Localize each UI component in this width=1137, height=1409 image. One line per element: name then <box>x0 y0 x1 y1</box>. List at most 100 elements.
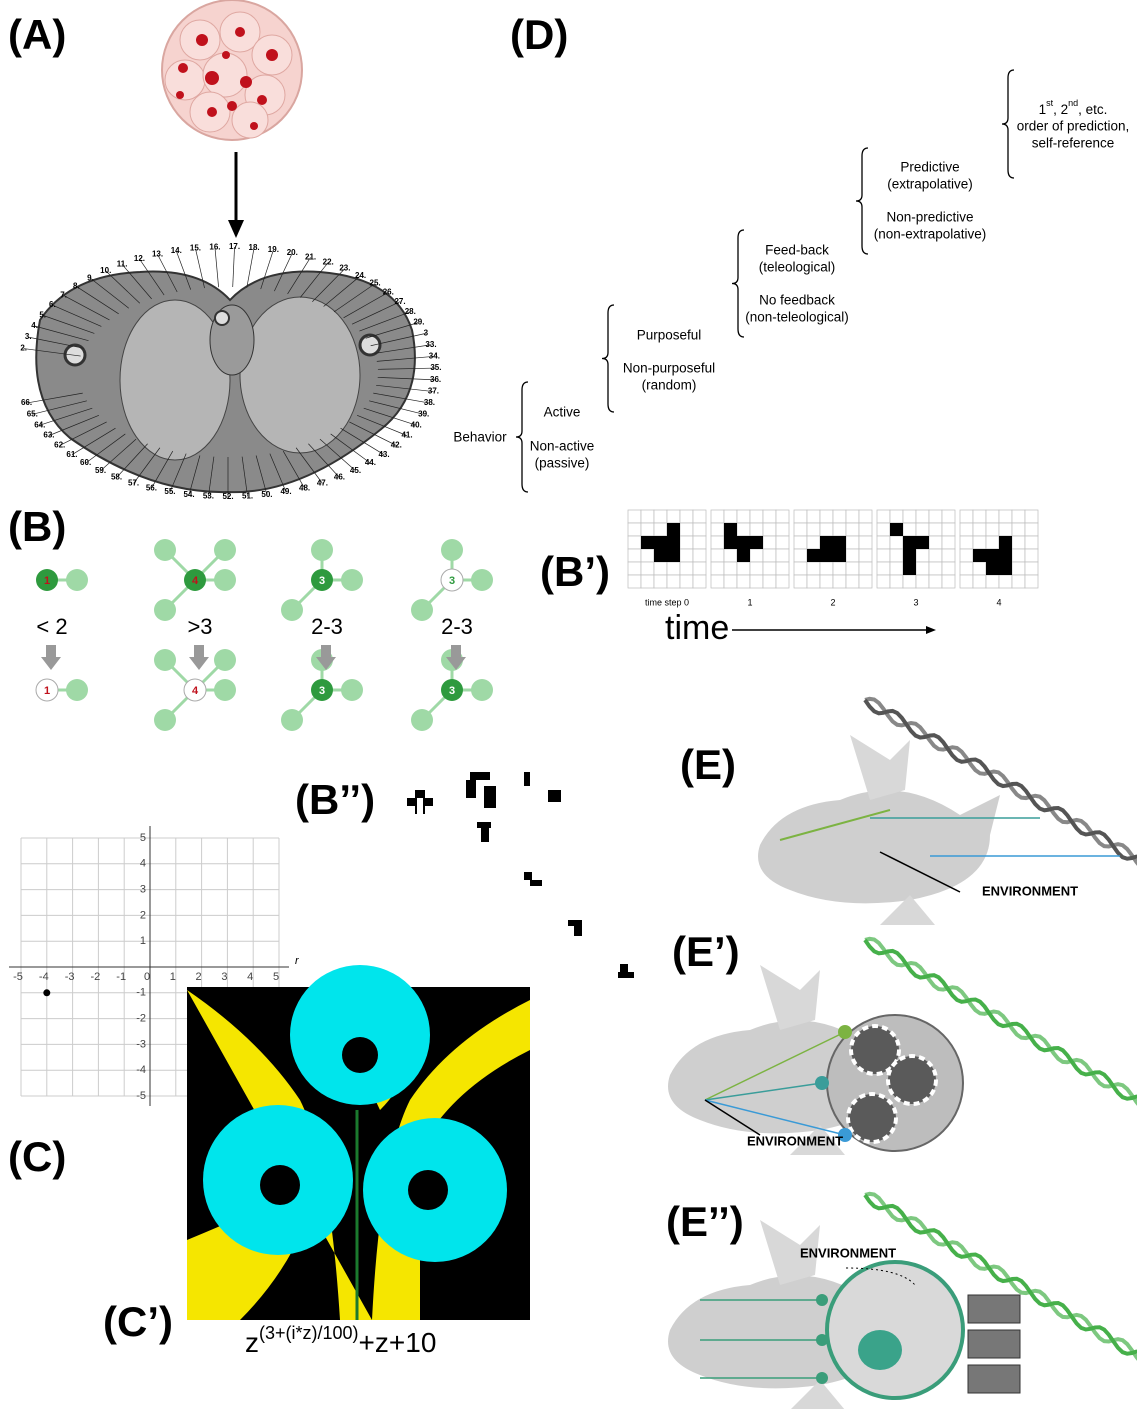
panel-label: (E) <box>680 741 736 788</box>
grid-cell <box>833 575 846 588</box>
axis-label: r <box>295 955 300 967</box>
lung <box>240 297 360 453</box>
grid-cell <box>916 575 929 588</box>
panel-label: (C’) <box>103 1298 173 1345</box>
grid-cell <box>794 523 807 536</box>
grid-cell <box>763 562 776 575</box>
grid-cell <box>763 536 776 549</box>
anatomy-label: 45. <box>350 466 361 475</box>
grid-cell <box>986 523 999 536</box>
cell-node <box>214 649 236 671</box>
anatomy-label: 27. <box>394 297 405 306</box>
grid-cell <box>641 562 654 575</box>
grid-cell <box>986 510 999 523</box>
anatomy-label: 60. <box>80 458 91 467</box>
figure: 2.3.4.5.6.7.8.9.10.11.12.13.14.15.16.17.… <box>0 0 1137 1409</box>
grid-cell <box>1012 549 1025 562</box>
anatomy-label: 6. <box>49 300 56 309</box>
y-tick-label: 2 <box>140 909 146 921</box>
grid-cell <box>794 562 807 575</box>
live-cell <box>973 549 986 562</box>
grid-cell <box>724 575 737 588</box>
server <box>968 1295 1020 1323</box>
anatomy-label: 18. <box>249 243 260 252</box>
environment-label: ENVIRONMENT <box>800 1245 896 1260</box>
anatomy-label: 4. <box>31 321 38 330</box>
live-cell <box>667 523 680 536</box>
anatomy-label: 44. <box>365 458 376 467</box>
grid-cell <box>846 510 859 523</box>
anatomy-label: 26. <box>383 287 394 296</box>
x-tick-label: 5 <box>273 971 279 983</box>
grid-cell <box>667 510 680 523</box>
x-tick-label: -1 <box>116 971 126 983</box>
tree-root: Behavior <box>453 430 507 445</box>
anatomy-label: 25. <box>370 279 381 288</box>
creature <box>858 1330 902 1370</box>
grid-cell <box>877 523 890 536</box>
anatomy-label: 21. <box>305 252 316 261</box>
leader-line <box>233 247 235 287</box>
cell-node <box>441 539 463 561</box>
frog-leg <box>760 965 820 1030</box>
cell-node <box>66 569 88 591</box>
bone <box>360 335 380 355</box>
cell-node <box>214 679 236 701</box>
grid-cell <box>776 510 789 523</box>
grid-cell <box>693 562 706 575</box>
cell-node <box>214 539 236 561</box>
live-cell <box>654 536 667 549</box>
live-cell <box>903 562 916 575</box>
live-cell <box>903 536 916 549</box>
grid-cell <box>654 562 667 575</box>
order-part: nd <box>1068 98 1078 108</box>
grid-cell <box>711 523 724 536</box>
grid-cell <box>960 575 973 588</box>
grid-cell <box>641 575 654 588</box>
arrow-head <box>228 220 244 238</box>
panel-label: (A) <box>8 11 66 58</box>
live-cell <box>999 536 1012 549</box>
grid-cell <box>942 575 955 588</box>
anatomy-label: 48. <box>299 483 310 492</box>
fractal <box>187 965 530 1320</box>
grid-cell <box>776 523 789 536</box>
anatomy-label: 64. <box>34 420 45 429</box>
anatomy-label: 47. <box>317 478 328 487</box>
panel-label: (E’’) <box>666 1198 744 1245</box>
cell-node <box>154 709 176 731</box>
grid-cell <box>1012 562 1025 575</box>
grid-cell <box>794 575 807 588</box>
environment-label: ENVIRONMENT <box>747 1133 843 1148</box>
live-cell <box>724 523 737 536</box>
anatomy-label: 34. <box>429 351 440 360</box>
anatomy-label: 35. <box>430 363 441 372</box>
grid-cell <box>641 523 654 536</box>
tree-node: order of prediction, <box>1017 119 1130 134</box>
grid-cell <box>1025 536 1038 549</box>
cell-node <box>154 599 176 621</box>
grid-cell <box>794 510 807 523</box>
formula: z(3+(i*z)/100)+z+10 <box>245 1323 436 1359</box>
grid-cell <box>641 510 654 523</box>
grid-cell <box>916 510 929 523</box>
grid-cell <box>859 510 872 523</box>
grid-cell <box>763 549 776 562</box>
grid-cell <box>929 575 942 588</box>
grid-cell <box>711 575 724 588</box>
grid-cell <box>820 510 833 523</box>
grid-cell <box>973 575 986 588</box>
rule-condition: 2-3 <box>311 614 343 639</box>
brace <box>732 230 744 337</box>
frog <box>758 790 1000 903</box>
grid-cell <box>680 510 693 523</box>
grid-cell <box>693 536 706 549</box>
live-cell <box>820 549 833 562</box>
grid-cell <box>877 510 890 523</box>
cell-node <box>281 599 303 621</box>
grid-cell <box>859 523 872 536</box>
grid-cell <box>820 575 833 588</box>
anatomy-label: 50. <box>261 490 272 499</box>
cell-node <box>341 569 363 591</box>
panel-label: (B) <box>8 503 66 550</box>
